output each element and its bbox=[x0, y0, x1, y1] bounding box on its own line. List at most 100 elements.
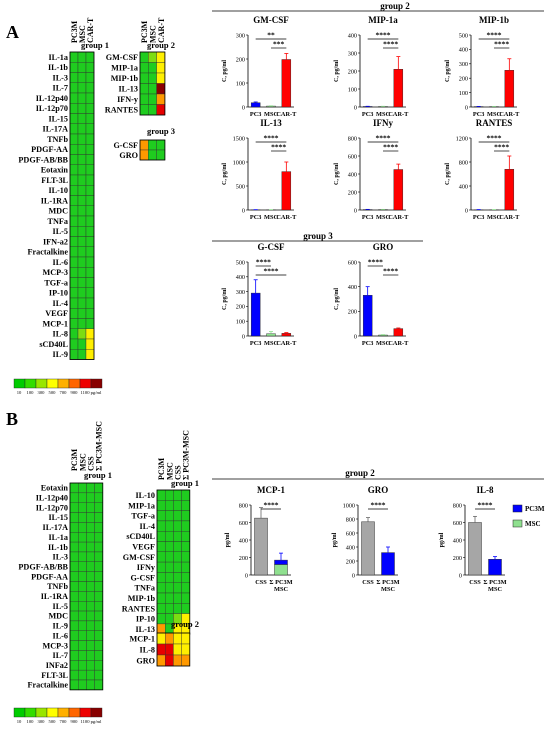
heatmap-cell bbox=[85, 72, 95, 83]
legend-swatch bbox=[512, 504, 523, 513]
y-tick-label: 400 bbox=[459, 183, 468, 190]
heatmap-row-label: GM-CSF bbox=[123, 553, 155, 562]
heatmap-column-label: CSS bbox=[87, 456, 96, 471]
x-tick-label: PC3 bbox=[250, 214, 262, 221]
heatmap-cell bbox=[85, 338, 95, 350]
heatmap-cell bbox=[77, 571, 87, 582]
heatmap-cell bbox=[173, 510, 182, 522]
heatmap-cell bbox=[69, 308, 79, 319]
heatmap-cell bbox=[85, 236, 95, 247]
heatmap-cell bbox=[85, 308, 95, 319]
x-tick-label: MSC bbox=[264, 214, 278, 221]
heatmap-cell bbox=[69, 620, 79, 631]
heatmap-cell bbox=[85, 246, 95, 258]
heatmap-cell bbox=[85, 113, 95, 124]
legend-swatch bbox=[46, 378, 59, 389]
significance-label: **** bbox=[494, 40, 509, 49]
heatmap-row-label: IL-7 bbox=[53, 651, 68, 660]
heatmap-cell bbox=[181, 541, 191, 553]
y-tick-label: 0 bbox=[354, 333, 357, 340]
legend-tick-label: pg/ml bbox=[91, 390, 102, 395]
heatmap-border bbox=[139, 51, 166, 116]
heatmap-cell bbox=[139, 83, 149, 95]
heatmap-cell bbox=[181, 572, 191, 583]
heatmap-row-label: G-CSF bbox=[113, 141, 138, 150]
heatmap-row-label: MCP-3 bbox=[43, 268, 68, 277]
heatmap-cell bbox=[86, 522, 95, 533]
heatmap-cell bbox=[94, 551, 103, 563]
heatmap-cell bbox=[139, 72, 149, 84]
y-tick-label: 0 bbox=[352, 572, 355, 579]
legend-tick-label: 900 bbox=[71, 719, 79, 724]
x-tick-label: MSC bbox=[381, 586, 395, 593]
y-tick-label: 100 bbox=[348, 86, 357, 93]
heatmap-cell bbox=[164, 531, 174, 542]
heatmap-cell bbox=[85, 205, 95, 217]
heatmap-cell bbox=[156, 582, 166, 594]
y-tick-label: 0 bbox=[354, 207, 357, 214]
legend-tick-label: 700 bbox=[60, 390, 68, 395]
color-scale-a: 10 100 300 500 700 900 1100 pg/ml bbox=[13, 378, 103, 395]
bar bbox=[488, 559, 502, 576]
heatmap-row-label: Eotaxin bbox=[41, 166, 69, 175]
heatmap-cell bbox=[164, 592, 174, 604]
heatmap-row-label: MIP-1b bbox=[128, 594, 156, 603]
heatmap-cell bbox=[156, 541, 166, 553]
x-tick-label: MSC bbox=[274, 586, 288, 593]
legend-swatch bbox=[90, 378, 103, 389]
y-axis-label: pg/ml bbox=[225, 532, 231, 547]
heatmap-cell bbox=[164, 520, 174, 532]
y-tick-label: 600 bbox=[453, 520, 462, 527]
heatmap-cell bbox=[69, 205, 79, 217]
heatmap-cell bbox=[85, 133, 95, 145]
heatmap-cell bbox=[77, 185, 87, 196]
heatmap-cell bbox=[77, 154, 87, 165]
heatmap-cell bbox=[77, 502, 87, 513]
chart-title: GRO bbox=[368, 485, 389, 495]
heatmap-cell bbox=[85, 51, 95, 63]
y-tick-label: 300 bbox=[348, 50, 357, 57]
heatmap-row-label: TNFa bbox=[48, 217, 68, 226]
heatmap-column-label: MSC bbox=[78, 25, 87, 43]
heatmap-cell bbox=[69, 133, 79, 145]
heatmap-border bbox=[69, 482, 104, 691]
heatmap-cell bbox=[86, 630, 95, 641]
legend-swatch bbox=[57, 378, 70, 389]
y-axis-label: C, pg/ml bbox=[334, 60, 340, 82]
heatmap-cell bbox=[139, 139, 149, 151]
heatmap-cell bbox=[86, 541, 95, 553]
heatmap-cell bbox=[77, 174, 87, 186]
significance-label: **** bbox=[264, 267, 279, 276]
chart-title: MCP-1 bbox=[257, 485, 285, 495]
heatmap-cell bbox=[94, 561, 103, 572]
heatmap-cell bbox=[164, 603, 174, 614]
heatmap-cell bbox=[181, 551, 191, 563]
heatmap-cell bbox=[69, 297, 79, 309]
heatmap-cell bbox=[77, 277, 87, 288]
heatmap-b3: group 2 MCP-1 IL-8 GRO bbox=[130, 619, 199, 667]
chart-title: IL-13 bbox=[260, 118, 282, 128]
heatmap-cell bbox=[164, 551, 174, 563]
legend-tick-label: 100 bbox=[27, 719, 35, 724]
heatmap-row-label: Fractalkine bbox=[28, 248, 69, 257]
heatmap-column-label: MSC bbox=[165, 462, 174, 480]
heatmap-row-label: Eotaxin bbox=[41, 484, 69, 493]
y-tick-label: 400 bbox=[348, 284, 357, 291]
heatmap-cell bbox=[69, 82, 79, 94]
section-title: group 2 bbox=[345, 468, 375, 478]
heatmap-row-label: IL-9 bbox=[53, 350, 68, 359]
x-tick-label: MSC bbox=[376, 340, 390, 347]
y-axis-label: C, pg/ml bbox=[222, 163, 228, 185]
significance-label: **** bbox=[256, 258, 271, 267]
heatmap-cell bbox=[69, 123, 79, 135]
y-tick-label: 1200 bbox=[456, 135, 468, 142]
heatmap-column-label: MSC bbox=[148, 25, 157, 43]
heatmap-cell bbox=[69, 601, 79, 612]
y-tick-label: 0 bbox=[459, 572, 462, 579]
bar bbox=[274, 559, 288, 565]
heatmap-cell bbox=[156, 72, 166, 84]
bar bbox=[281, 171, 292, 211]
